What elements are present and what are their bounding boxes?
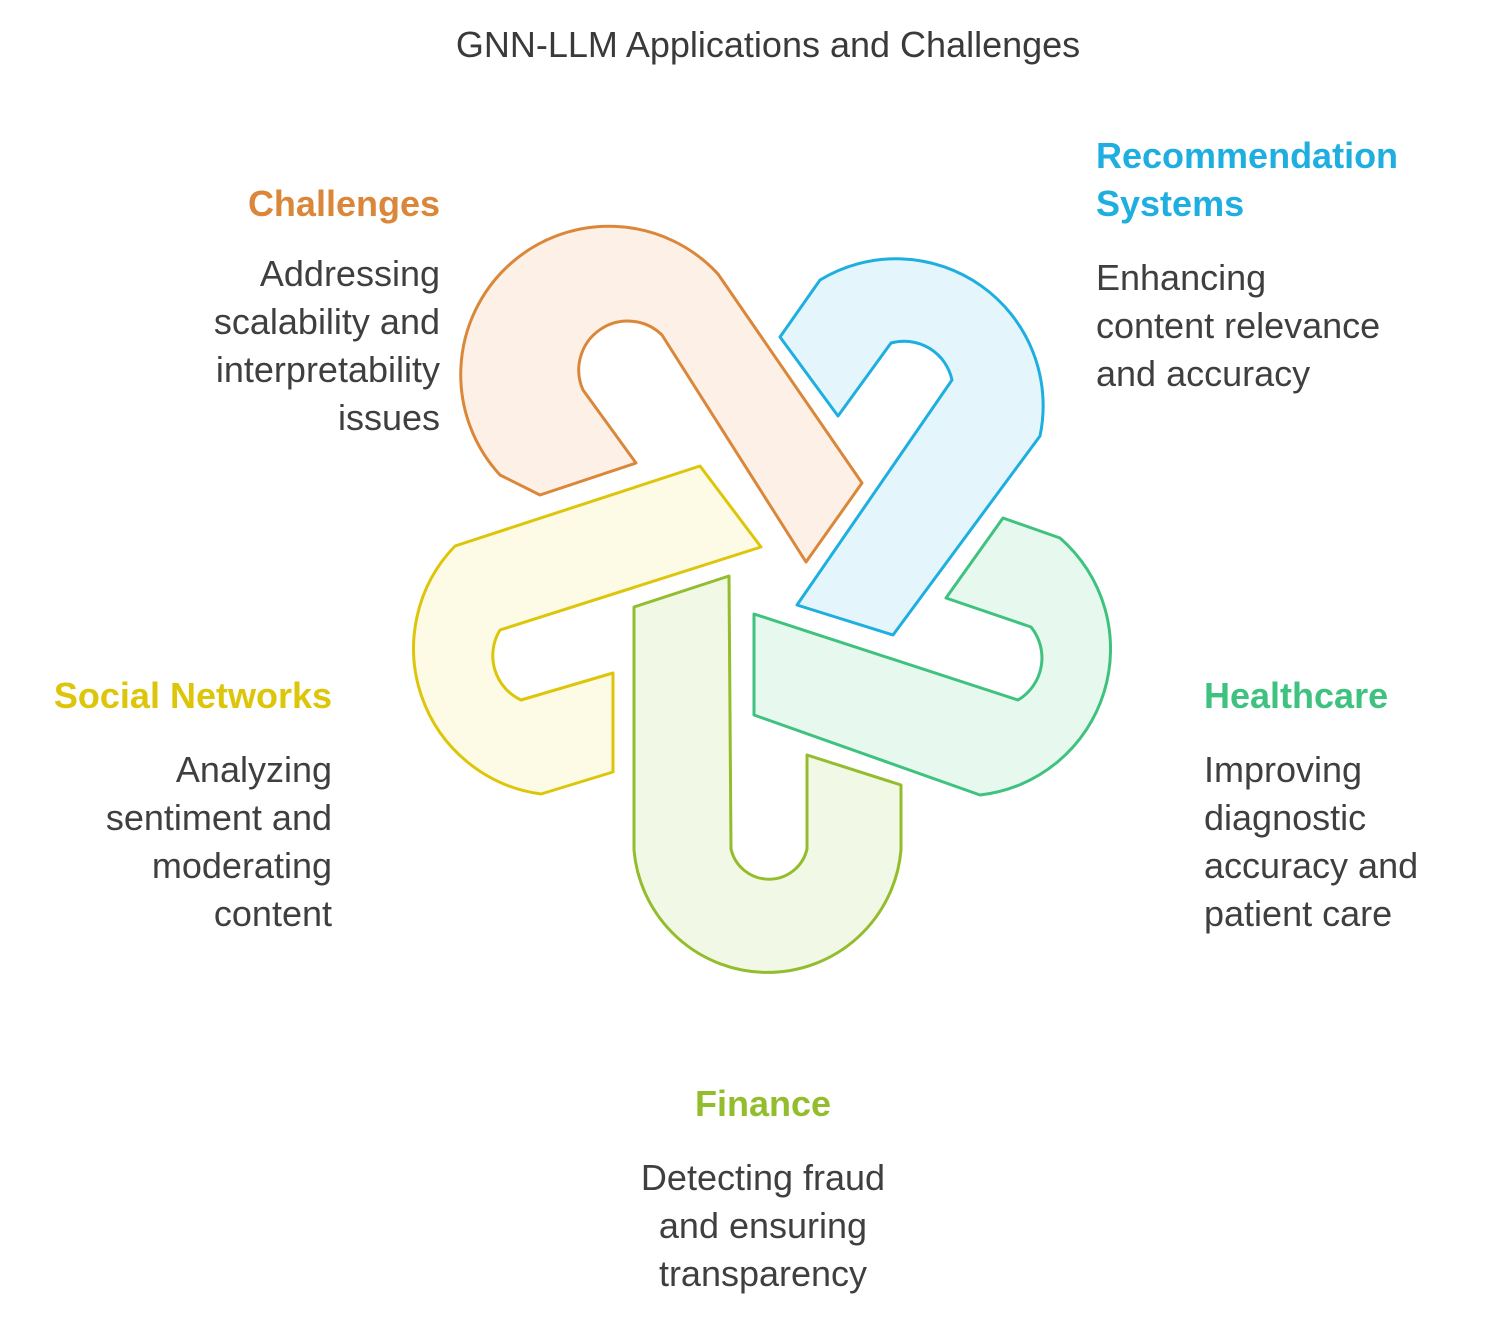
recommendation-line: Enhancing	[1096, 257, 1267, 298]
recommendation-section: Recommendation Systems Enhancing content…	[1096, 132, 1476, 398]
social-networks-line: sentiment and	[105, 797, 332, 838]
healthcare-hook-shape	[752, 516, 1112, 797]
social-networks-description: Analyzing sentiment and moderating conte…	[20, 746, 332, 938]
healthcare-heading: Healthcare	[1204, 675, 1389, 716]
social-hook-shape	[412, 464, 763, 796]
challenges-heading: Challenges	[247, 183, 440, 224]
finance-hook-shape	[632, 574, 903, 974]
finance-description: Detecting fraud and ensuring transparenc…	[568, 1154, 958, 1298]
challenges-line: Addressing	[259, 253, 440, 294]
challenges-line: issues	[337, 397, 440, 438]
challenges-line: scalability and	[213, 301, 440, 342]
healthcare-line: accuracy and	[1204, 845, 1419, 886]
finance-line: transparency	[658, 1253, 868, 1294]
recommendation-heading-line: Systems	[1096, 183, 1245, 224]
recommendation-heading-line: Recommendation	[1096, 135, 1399, 176]
social-networks-line: Analyzing	[175, 749, 332, 790]
finance-line: and ensuring	[658, 1205, 868, 1246]
social-networks-section: Social Networks Analyzing sentiment and …	[20, 672, 332, 938]
challenges-section: Challenges Addressing scalability and in…	[80, 180, 440, 442]
recommendation-line: content relevance	[1096, 305, 1381, 346]
finance-line: Detecting fraud	[640, 1157, 886, 1198]
healthcare-line: Improving	[1204, 749, 1363, 790]
diagram-title: GNN-LLM Applications and Challenges	[455, 24, 1081, 65]
recommendation-hook-shape	[778, 257, 1045, 637]
recommendation-line: and accuracy	[1096, 353, 1311, 394]
challenges-hook-shape	[459, 224, 864, 564]
social-networks-line: content	[213, 893, 332, 934]
healthcare-line: patient care	[1204, 893, 1393, 934]
recommendation-heading: Recommendation Systems	[1096, 132, 1476, 228]
social-networks-line: moderating	[151, 845, 332, 886]
healthcare-line: diagnostic	[1204, 797, 1367, 838]
healthcare-section: Healthcare Improving diagnostic accuracy…	[1204, 672, 1484, 938]
healthcare-description: Improving diagnostic accuracy and patien…	[1204, 746, 1484, 938]
finance-section: Finance Detecting fraud and ensuring tra…	[568, 1080, 958, 1298]
challenges-line: interpretability	[215, 349, 440, 390]
recommendation-description: Enhancing content relevance and accuracy	[1096, 254, 1476, 398]
finance-heading: Finance	[694, 1083, 832, 1124]
social-networks-heading: Social Networks	[53, 675, 332, 716]
challenges-description: Addressing scalability and interpretabil…	[80, 250, 440, 442]
